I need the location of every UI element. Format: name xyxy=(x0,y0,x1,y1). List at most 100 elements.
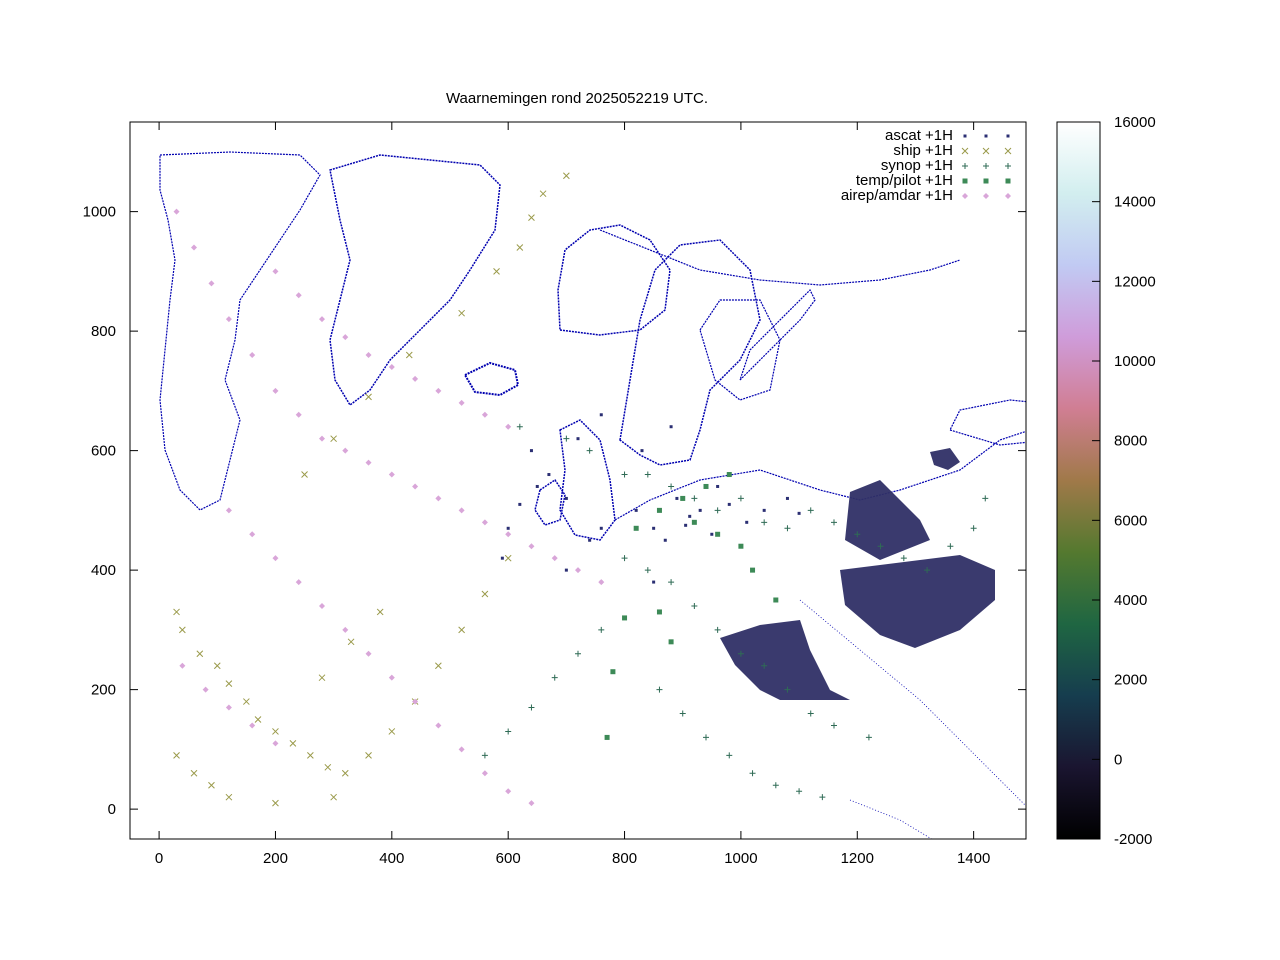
coastline-canada-arctic xyxy=(159,151,321,511)
coastline-europe xyxy=(614,430,1026,521)
plus-icon xyxy=(1005,163,1011,169)
data-point-diamond xyxy=(481,519,488,526)
chart-title: Waarnemingen rond 2025052219 UTC. xyxy=(446,90,708,107)
data-point-cross xyxy=(307,751,314,759)
data-point-diamond xyxy=(412,483,419,490)
data-point-plus xyxy=(563,435,570,442)
data-point-diamond xyxy=(505,423,512,430)
legend-label: ship +1H xyxy=(893,142,953,159)
axes: 0 200 400 600 800 1000 1200 1400 0 200 400 600 800 10… xyxy=(83,122,1026,867)
data-point-diamond xyxy=(225,507,232,514)
y-tick-label: 1000 xyxy=(83,204,116,221)
data-point-diamond xyxy=(388,363,395,370)
ascat-swath-caspian xyxy=(840,555,995,648)
data-point-dot xyxy=(675,496,679,500)
data-point-cross xyxy=(254,716,262,723)
data-point-dot xyxy=(688,514,692,518)
data-point-dot xyxy=(652,580,656,584)
y-tick-label: 200 xyxy=(91,682,116,699)
data-point-cross xyxy=(324,763,332,771)
data-point-dot xyxy=(506,526,510,530)
data-point-cross xyxy=(330,793,337,801)
data-point-diamond xyxy=(598,579,605,586)
x-tick-label: 800 xyxy=(612,850,637,867)
data-point-cross xyxy=(179,626,186,634)
data-point-diamond xyxy=(249,352,256,359)
legend-label: temp/pilot +1H xyxy=(856,172,953,189)
x-tick-label: 0 xyxy=(155,850,163,867)
data-point-square xyxy=(691,519,697,525)
data-point-plus xyxy=(982,495,989,502)
data-point-plus xyxy=(505,728,512,735)
data-point-dot xyxy=(564,496,568,500)
colorbar-tick-label: 10000 xyxy=(1114,353,1156,370)
data-point-diamond xyxy=(365,352,372,359)
data-point-diamond xyxy=(505,531,512,538)
data-point-dot xyxy=(727,502,731,506)
data-point-plus xyxy=(761,662,768,669)
data-point-plus xyxy=(831,519,837,526)
data-point-square xyxy=(726,472,732,478)
data-point-diamond xyxy=(179,662,186,669)
data-point-cross xyxy=(173,751,180,759)
data-point-cross xyxy=(318,674,326,682)
data-point-plus xyxy=(644,471,651,478)
coastline-greenland xyxy=(329,154,501,407)
data-point-diamond xyxy=(528,800,535,807)
data-point-diamond xyxy=(365,459,372,466)
data-point-diamond xyxy=(225,704,232,711)
square-icon xyxy=(962,178,968,184)
data-point-plus xyxy=(703,734,709,741)
data-point-cross xyxy=(388,728,396,735)
border-lines-east xyxy=(799,599,1026,839)
colorbar-tick-label: 4000 xyxy=(1114,592,1147,609)
data-point-dot xyxy=(564,568,568,572)
data-point-plus xyxy=(737,495,744,502)
data-point-cross xyxy=(213,662,221,670)
data-point-diamond xyxy=(319,316,325,323)
data-point-cross xyxy=(405,351,413,359)
x-tick-label: 600 xyxy=(496,850,521,867)
data-point-diamond xyxy=(412,698,419,705)
colorbar-tick-label: 16000 xyxy=(1114,114,1156,131)
data-point-diamond xyxy=(272,740,279,747)
data-point-plus xyxy=(807,507,814,514)
data-point-plus xyxy=(877,543,884,550)
data-point-diamond xyxy=(388,471,395,478)
data-point-square xyxy=(738,543,744,549)
data-point-plus xyxy=(516,423,523,430)
data-point-dot xyxy=(588,538,592,542)
diamond-icon xyxy=(983,193,989,199)
data-point-diamond xyxy=(575,567,581,574)
colorbar-ticks: -2000 0 2000 4000 6000 8000 10000 12000 14000 160… xyxy=(1092,114,1156,848)
data-point-plus xyxy=(528,704,535,711)
legend-label: ascat +1H xyxy=(885,127,953,144)
data-point-diamond xyxy=(481,770,488,777)
data-point-dot xyxy=(576,437,580,441)
data-point-plus xyxy=(668,483,675,490)
data-point-dot xyxy=(529,449,533,453)
data-point-diamond xyxy=(458,746,465,753)
y-tick-label: 0 xyxy=(108,801,116,818)
data-point-plus xyxy=(575,650,581,657)
data-point-cross xyxy=(225,680,233,688)
data-point-diamond xyxy=(412,375,419,382)
cross-icon xyxy=(1004,147,1012,155)
data-point-dot xyxy=(599,413,603,417)
data-point-dot xyxy=(745,520,749,524)
cross-icon xyxy=(982,147,990,155)
data-point-plus xyxy=(586,447,593,454)
data-point-dot xyxy=(785,496,789,500)
data-point-cross xyxy=(301,471,308,478)
colorbar xyxy=(1056,121,1101,840)
data-point-diamond xyxy=(319,435,325,442)
data-point-cross xyxy=(289,740,297,747)
data-point-plus xyxy=(726,752,733,759)
colorbar-tick-label: 12000 xyxy=(1114,273,1156,290)
data-point-cross xyxy=(504,554,512,562)
data-point-cross xyxy=(225,793,233,801)
data-point-cross xyxy=(516,244,524,251)
data-point-plus xyxy=(691,495,698,502)
